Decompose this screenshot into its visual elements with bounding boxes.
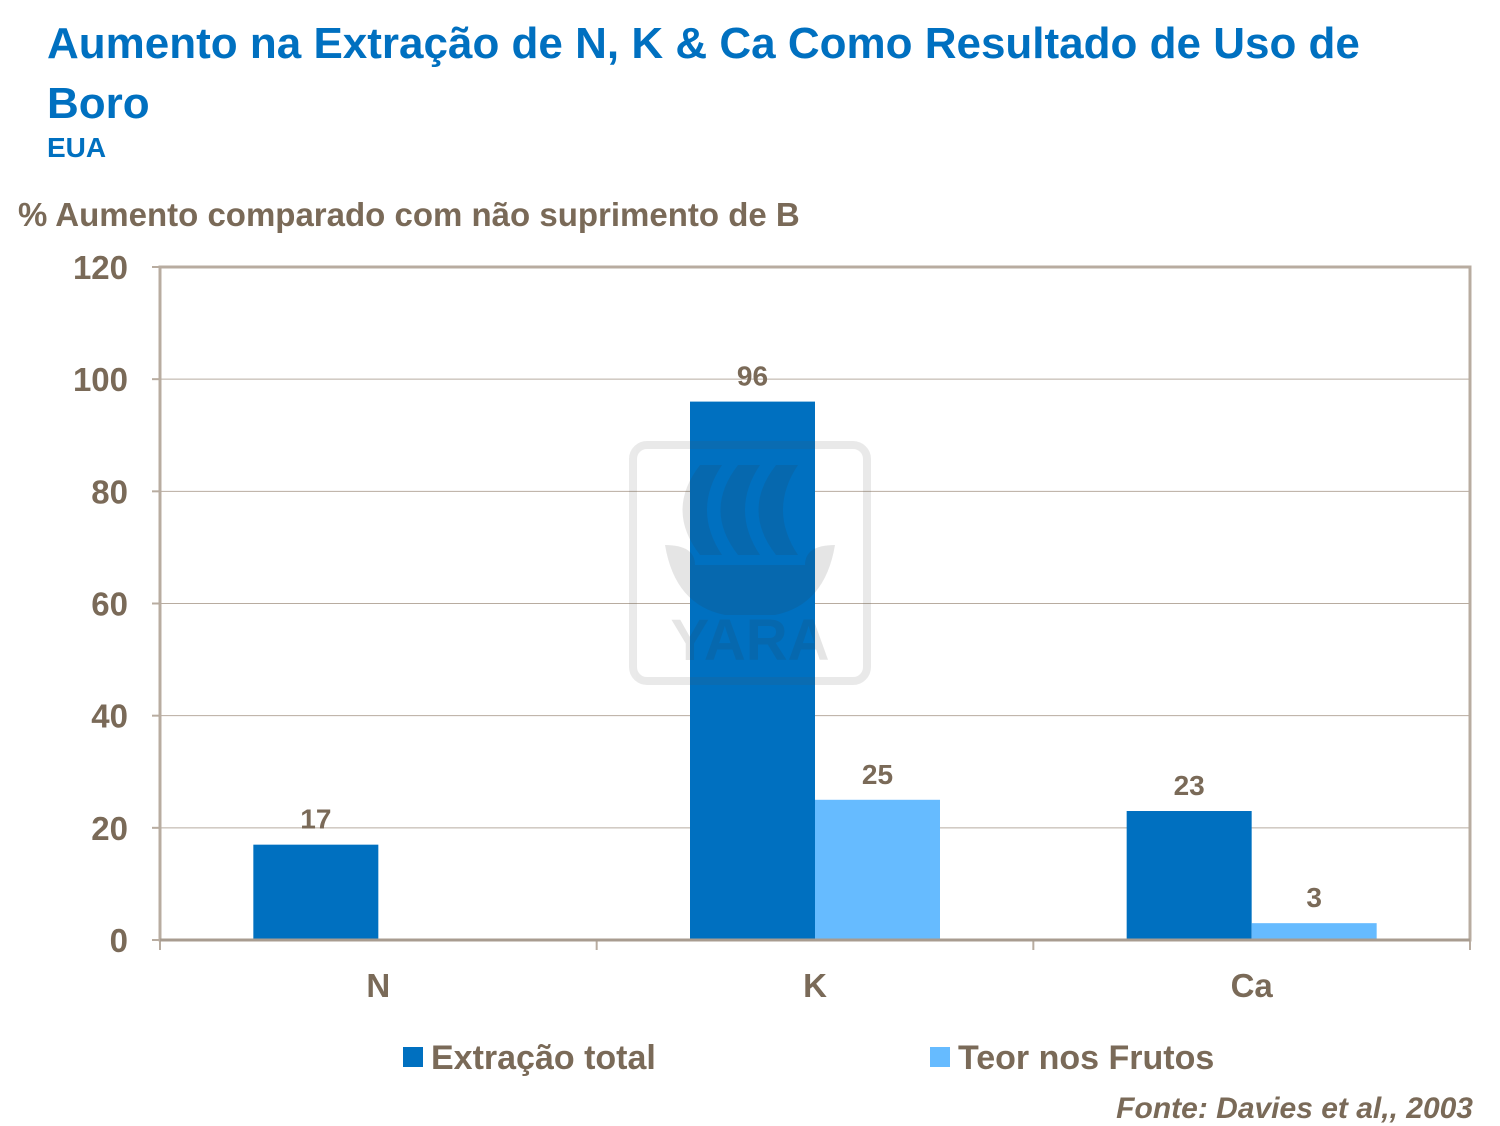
y-axis-label: % Aumento comparado com não suprimento d… — [18, 196, 800, 233]
x-tick-label: Ca — [1231, 967, 1274, 1004]
data-label: 3 — [1306, 882, 1322, 913]
data-label: 96 — [737, 361, 768, 392]
y-tick-label: 100 — [73, 361, 128, 398]
chart-title: Aumento na Extração de N, K & Ca Como Re… — [47, 19, 1360, 128]
data-label: 17 — [300, 804, 331, 835]
y-tick-label: 60 — [91, 586, 128, 623]
data-label: 25 — [862, 759, 893, 790]
x-tick-label: K — [803, 967, 827, 1004]
svg-text:YARA: YARA — [670, 608, 829, 673]
bar-Ca-0 — [1126, 811, 1252, 940]
yara-logo-watermark: YARA — [629, 441, 871, 685]
y-tick-label: 0 — [110, 922, 128, 959]
y-tick-label: 80 — [91, 473, 128, 510]
legend-swatch — [403, 1047, 423, 1067]
y-tick-label: 20 — [91, 810, 128, 847]
source-note: Fonte: Davies et al,, 2003 — [1116, 1092, 1473, 1125]
bar-K-0 — [690, 401, 815, 941]
y-tick-label: 40 — [91, 698, 128, 735]
legend-label: Teor nos Frutos — [958, 1039, 1214, 1077]
x-tick-label: N — [366, 967, 390, 1004]
bar-N-0 — [253, 844, 379, 940]
bar-K-1 — [815, 799, 940, 940]
legend-swatch — [930, 1047, 950, 1067]
legend-label: Extração total — [431, 1039, 656, 1077]
bar-Ca-1 — [1251, 923, 1377, 940]
data-label: 23 — [1174, 770, 1205, 801]
y-tick-label: 120 — [73, 249, 128, 286]
chart-subtitle: EUA — [47, 132, 107, 163]
